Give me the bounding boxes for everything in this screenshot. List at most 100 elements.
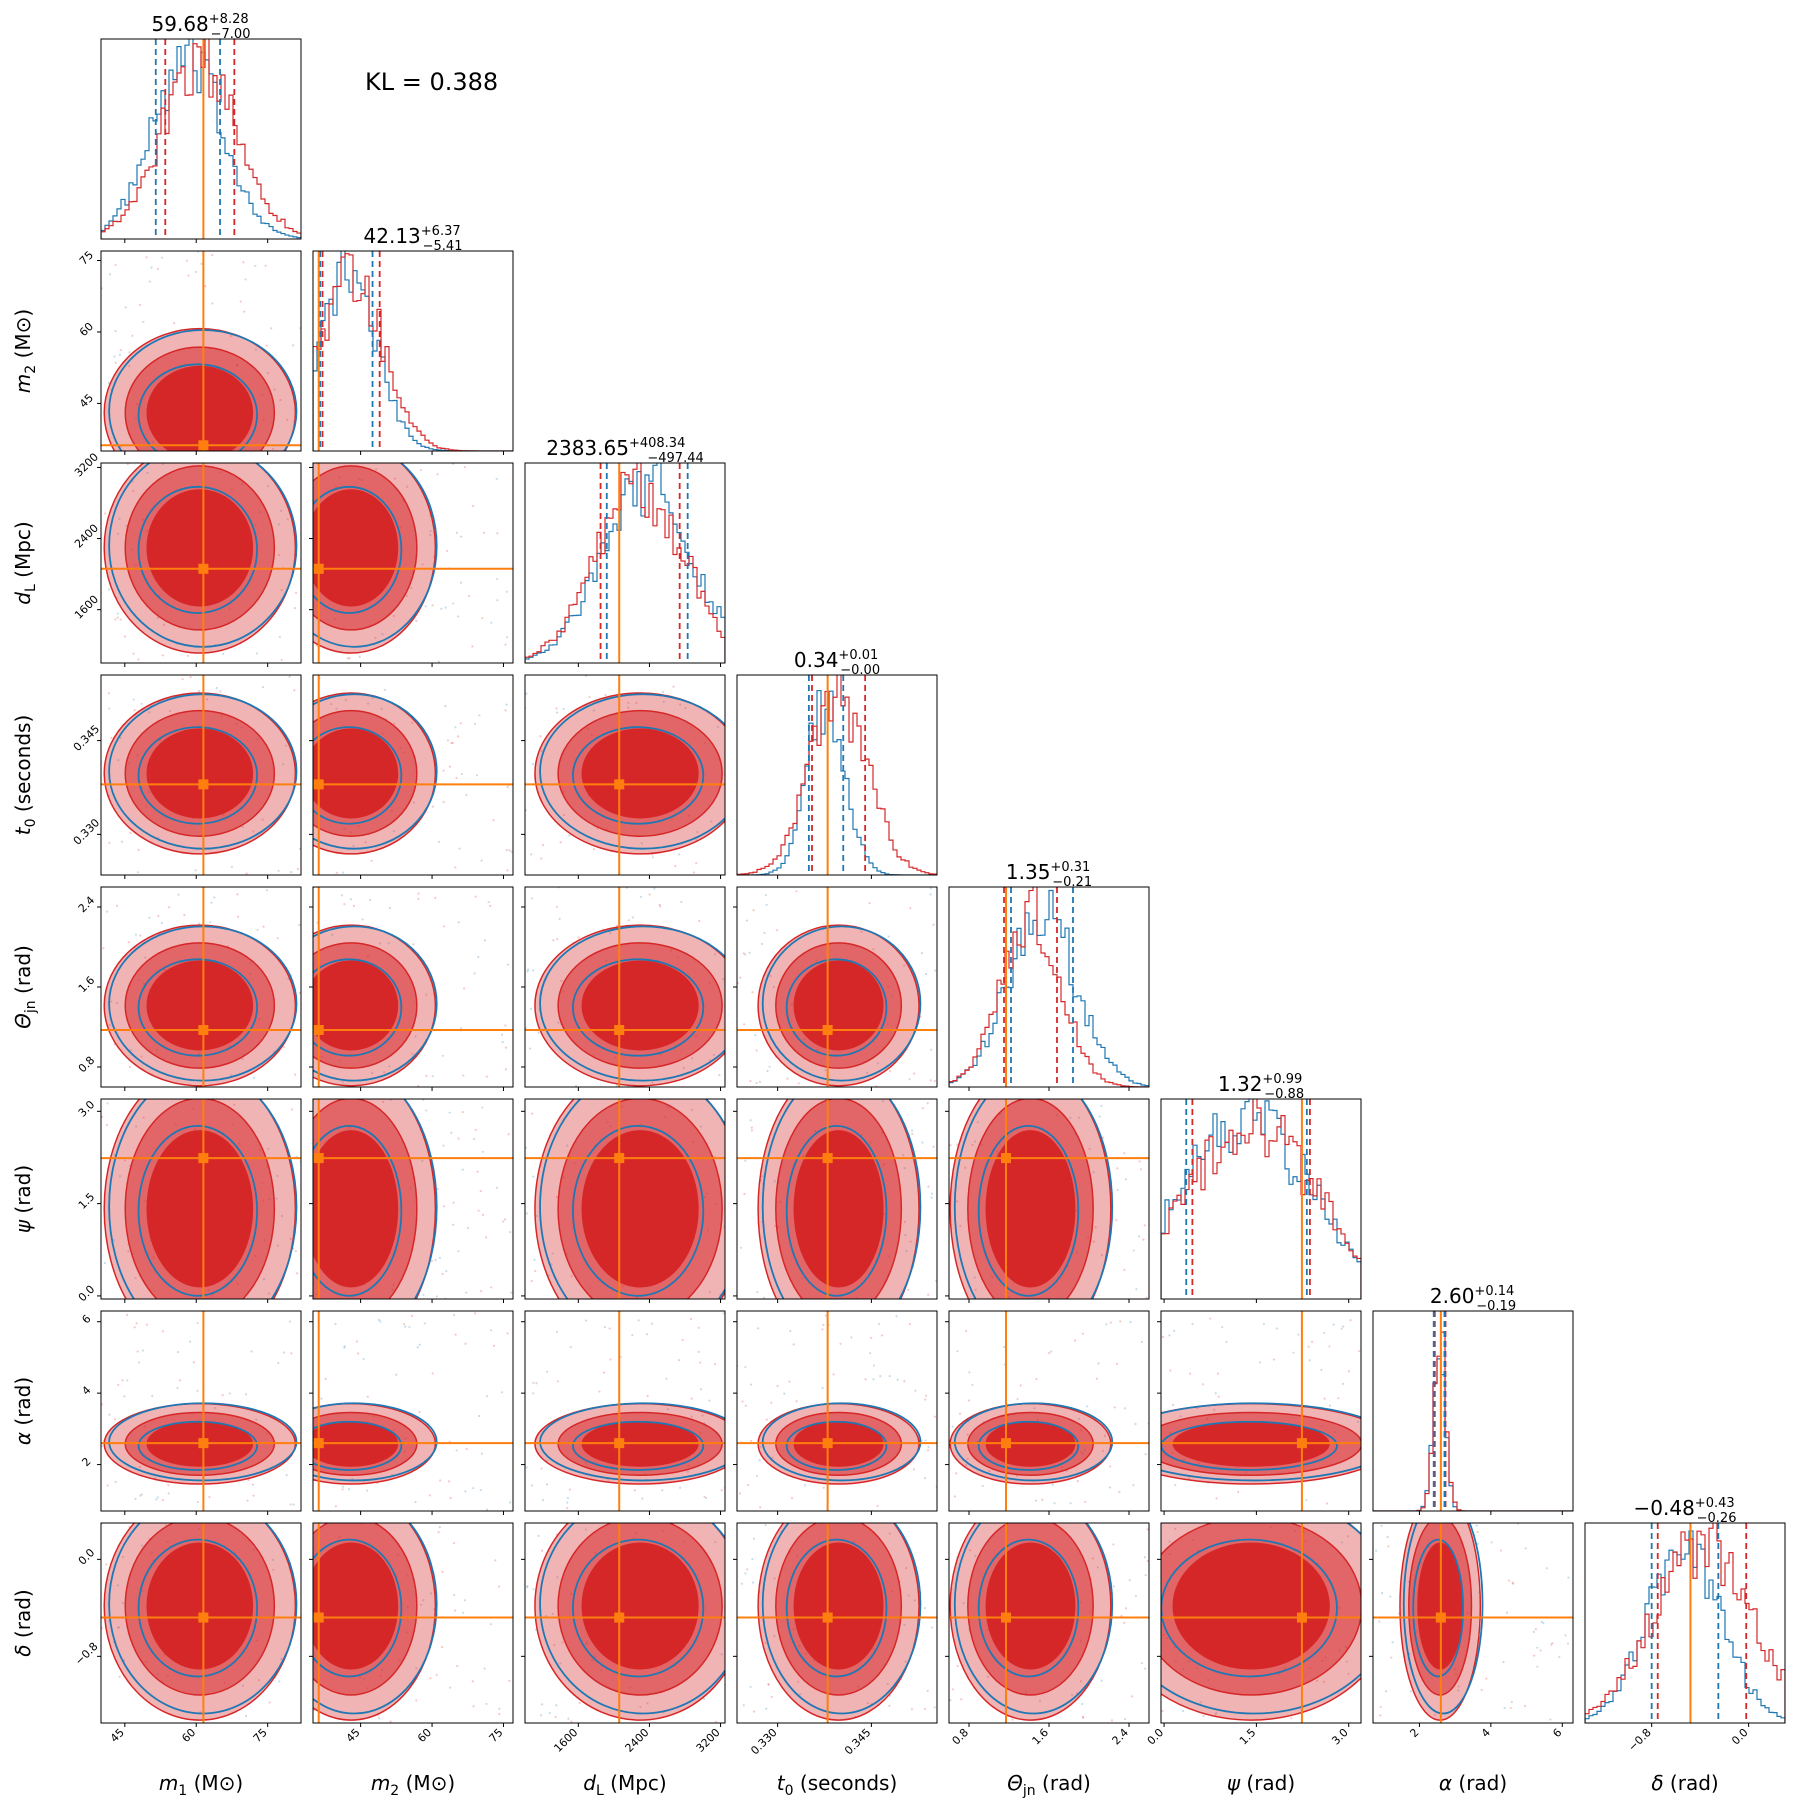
sample-point <box>1124 1717 1127 1721</box>
truth-marker <box>1435 1612 1446 1623</box>
sample-point <box>243 310 246 313</box>
sample-point <box>537 1031 540 1035</box>
sample-point <box>139 1494 142 1497</box>
sample-point <box>699 1388 703 1391</box>
sample-point <box>106 1484 109 1487</box>
sample-point <box>204 285 207 288</box>
panel-4-3 <box>733 886 938 1091</box>
sample-point <box>457 921 460 924</box>
sample-point <box>631 916 635 919</box>
sample-point <box>540 1467 543 1470</box>
sample-point <box>168 709 172 713</box>
x-tick-label: 60 <box>415 1726 434 1745</box>
sample-point <box>280 658 283 662</box>
sample-point <box>108 1413 111 1416</box>
sample-point <box>1168 1540 1171 1543</box>
sample-point <box>132 698 135 701</box>
sample-point <box>138 303 142 306</box>
panel-frame <box>100 1310 302 1512</box>
sample-point <box>245 872 248 875</box>
truth-marker <box>313 1612 324 1623</box>
sample-point <box>1002 1345 1006 1348</box>
sample-point <box>562 813 566 817</box>
sample-point <box>437 660 441 663</box>
sample-point <box>334 1505 337 1508</box>
contour-outer-b <box>1402 1523 1484 1715</box>
sample-point <box>1179 1415 1182 1418</box>
label-symbol: δ <box>1651 1771 1663 1795</box>
sample-point <box>468 594 471 598</box>
sample-point <box>559 1662 562 1665</box>
sample-point <box>141 1349 145 1352</box>
sample-point <box>485 1508 489 1511</box>
sample-point <box>1140 1340 1144 1344</box>
label-symbol: Θ <box>11 1013 35 1029</box>
sample-point <box>134 933 137 936</box>
sample-point <box>429 534 432 537</box>
sample-point <box>641 1497 644 1500</box>
panel-frame <box>100 462 302 664</box>
sample-point <box>473 722 476 725</box>
sample-point <box>278 1680 281 1683</box>
sample-point <box>387 942 390 945</box>
sample-point <box>684 706 687 710</box>
sample-point <box>971 1143 974 1147</box>
sample-point <box>157 914 160 918</box>
sample-point <box>415 1667 418 1670</box>
label-symbol: t <box>11 826 35 835</box>
sample-point <box>254 348 257 351</box>
title-minus: −0.88 <box>1264 1087 1304 1102</box>
sample-point <box>960 1698 963 1701</box>
sample-point <box>525 692 528 695</box>
sample-point <box>690 1415 693 1418</box>
sample-point <box>463 465 467 469</box>
contour-inner-a <box>146 728 254 819</box>
sample-point <box>718 1074 721 1077</box>
contour-inner-a <box>985 1130 1076 1288</box>
sample-point <box>631 1334 634 1337</box>
title-median: 1.35 <box>1006 860 1051 884</box>
sample-point <box>383 1070 386 1074</box>
panel-frame <box>736 1522 938 1724</box>
sample-point <box>209 921 212 924</box>
sample-point <box>330 702 333 706</box>
sample-point <box>214 1406 217 1410</box>
sample-point <box>452 1201 455 1204</box>
title-minus: −0.19 <box>1476 1299 1516 1314</box>
sample-point <box>495 477 498 480</box>
sample-point <box>1332 1323 1335 1326</box>
contour-inner-b <box>977 1124 1080 1297</box>
sample-point <box>1202 1714 1205 1718</box>
sample-point <box>442 800 445 804</box>
sample-point <box>505 636 509 639</box>
sample-point <box>142 1116 145 1119</box>
sample-point <box>1237 1490 1240 1494</box>
sample-point <box>320 1397 323 1400</box>
sample-point <box>1115 1219 1118 1222</box>
hist-series_b <box>737 689 937 875</box>
sample-point <box>786 1077 789 1080</box>
sample-point <box>139 934 142 937</box>
sample-point <box>962 1602 965 1605</box>
sample-point <box>144 956 147 959</box>
sample-point <box>930 1196 933 1199</box>
x-axis-label-4: Θjn (rad) <box>1007 1771 1091 1799</box>
sample-point <box>334 1322 337 1326</box>
sample-point <box>772 985 775 988</box>
title-minus: −5.41 <box>423 239 463 254</box>
sample-point <box>442 769 445 772</box>
sample-point <box>368 898 372 901</box>
sample-point <box>371 696 374 699</box>
sample-point <box>965 1463 968 1467</box>
sample-point <box>115 1001 118 1005</box>
contour-inner-b <box>313 958 403 1057</box>
panel-frame <box>524 1522 726 1724</box>
sample-point <box>393 477 397 480</box>
sample-point <box>974 1554 977 1558</box>
sample-point <box>192 1361 195 1364</box>
sample-point <box>876 1504 879 1508</box>
sample-point <box>496 599 499 602</box>
panel-frame <box>312 674 514 876</box>
sample-point <box>272 1568 275 1571</box>
sample-point <box>474 1128 477 1131</box>
